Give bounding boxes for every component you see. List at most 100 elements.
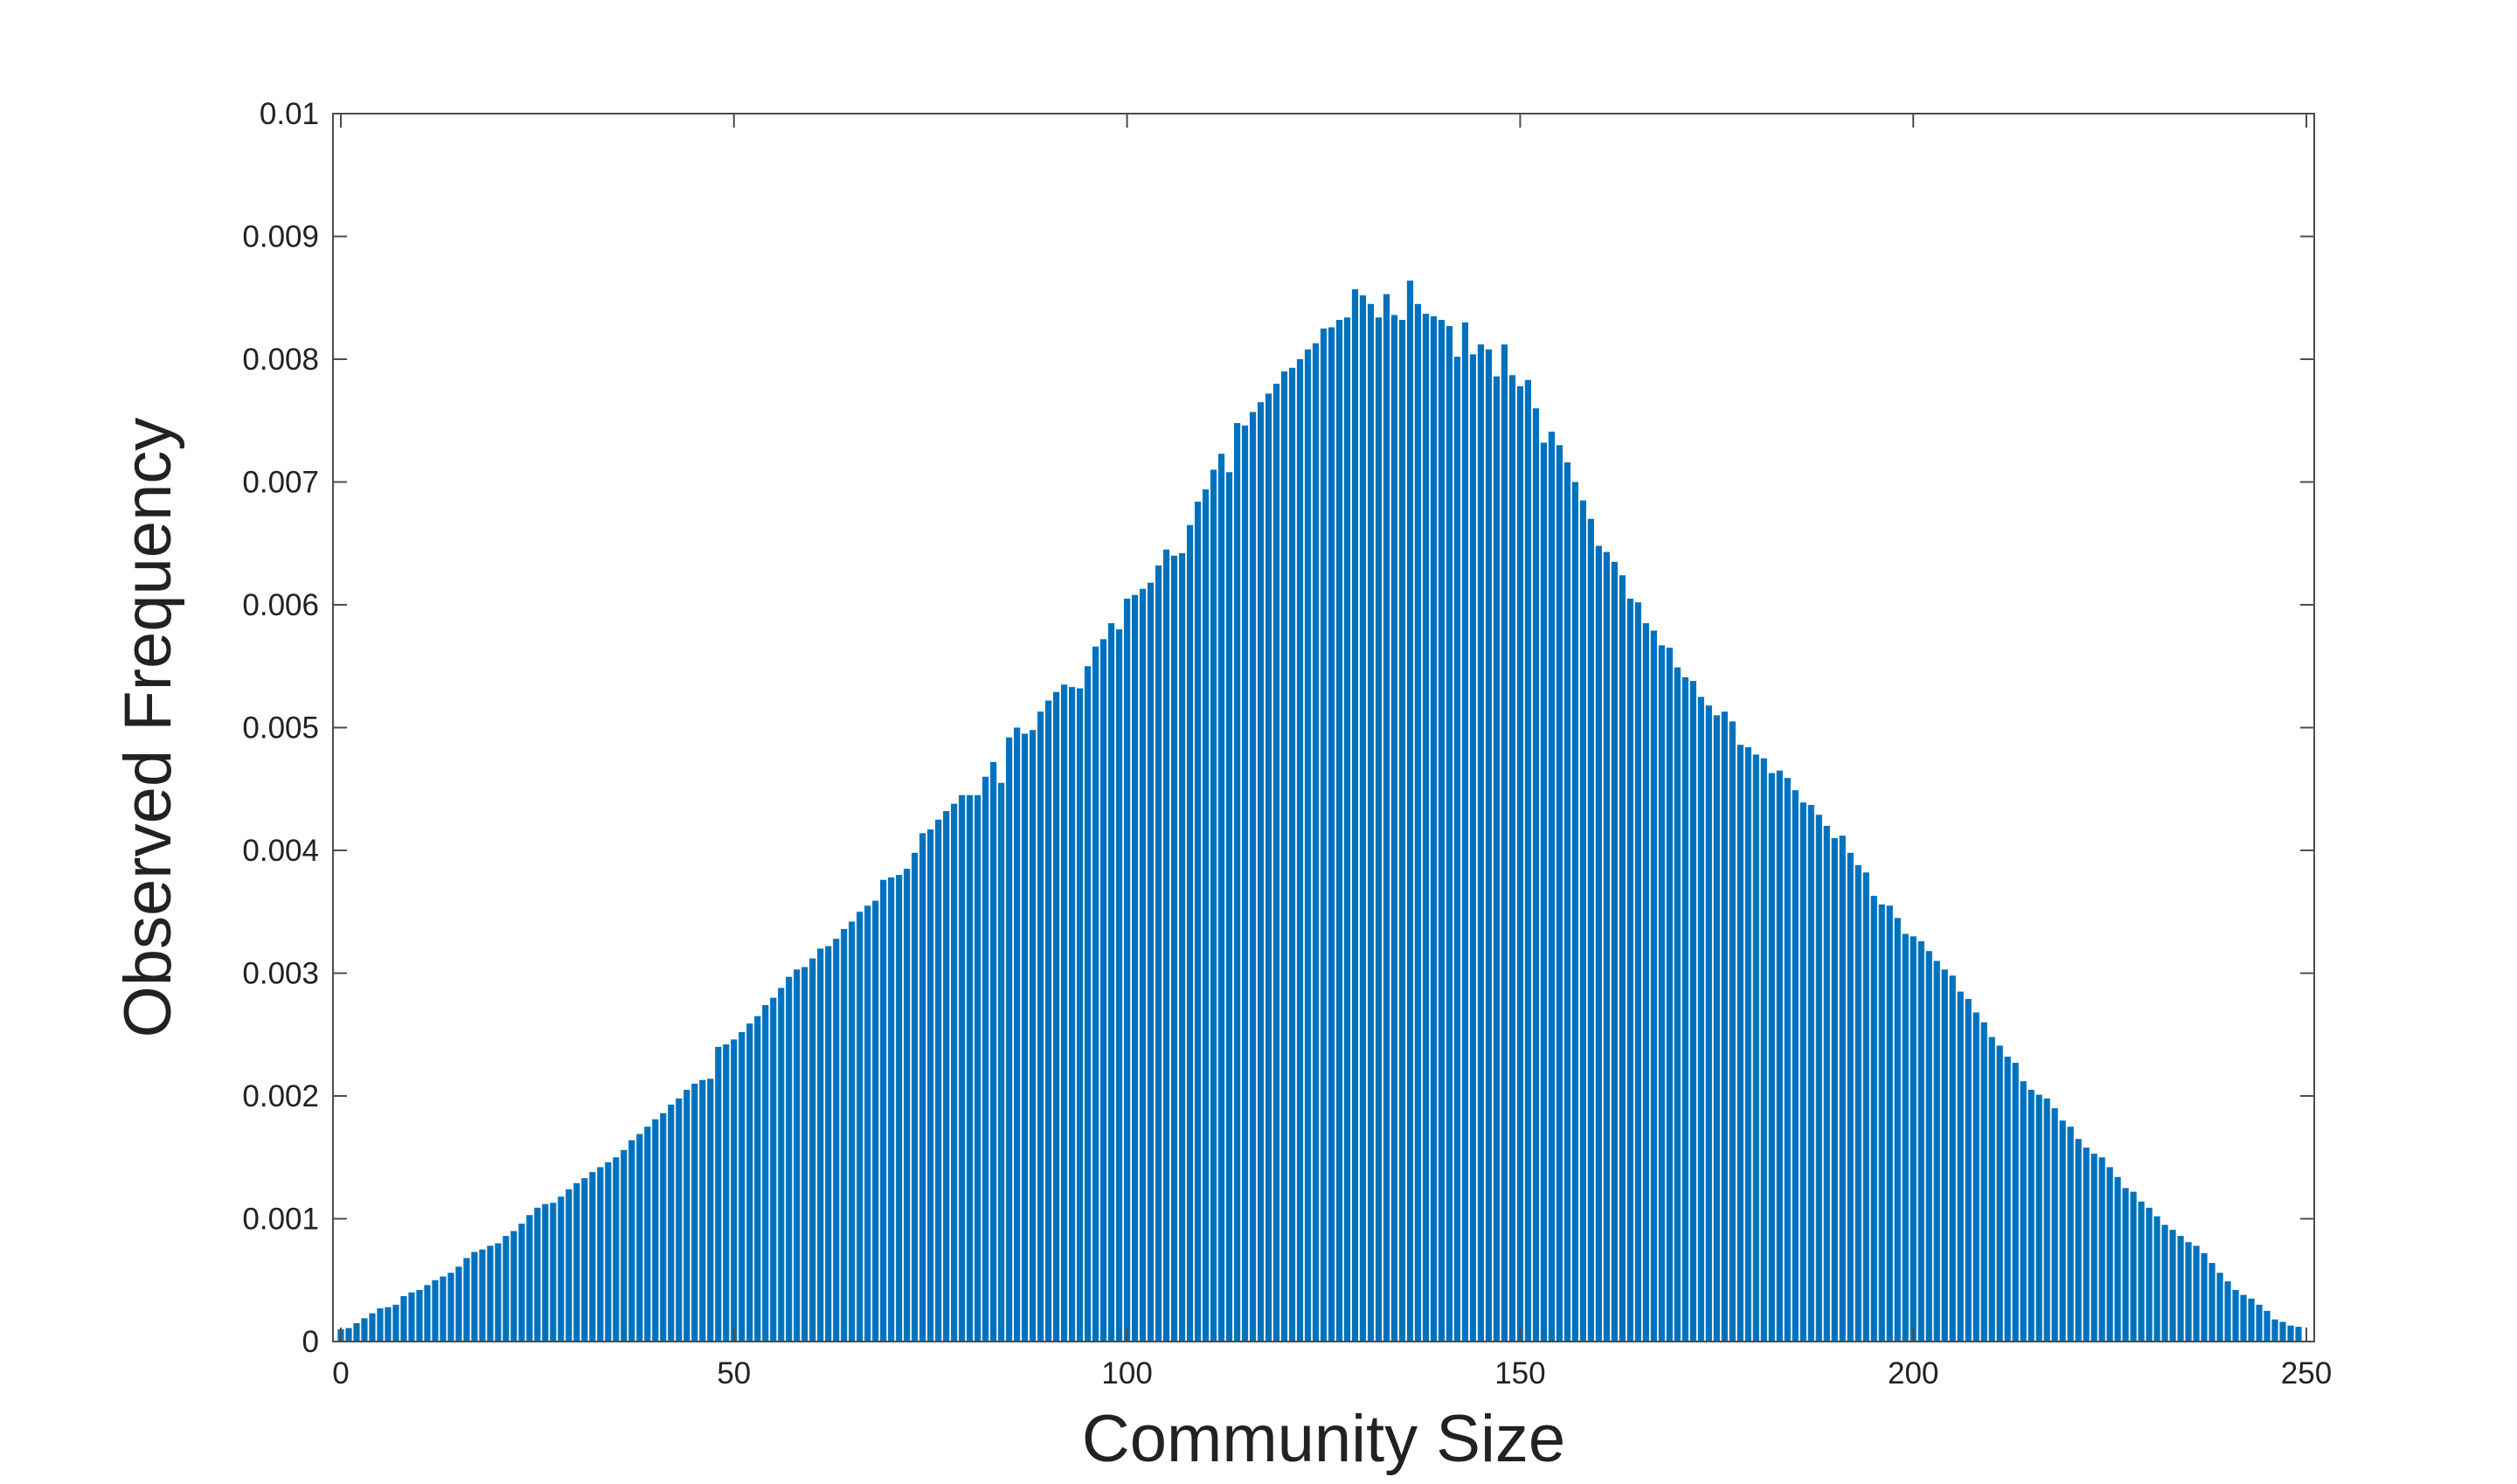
bar — [408, 1292, 415, 1342]
bar — [1398, 320, 1406, 1342]
bar — [1288, 367, 1296, 1342]
bar — [1556, 445, 1563, 1342]
bar — [1092, 646, 1099, 1342]
bar — [1776, 770, 1783, 1342]
bar — [1485, 349, 1493, 1342]
bar — [959, 794, 966, 1342]
bar — [943, 811, 950, 1342]
bar — [998, 782, 1005, 1342]
bar — [904, 869, 911, 1342]
bar — [1414, 303, 1422, 1342]
bar — [1461, 322, 1469, 1342]
bar — [652, 1119, 659, 1342]
bar — [1768, 773, 1775, 1342]
x-tick-label: 150 — [1494, 1356, 1545, 1390]
bar — [636, 1134, 643, 1342]
bar — [1988, 1037, 1995, 1342]
bar — [1587, 518, 1594, 1342]
y-axis-label: Observed Frequency — [111, 418, 185, 1038]
bar — [1320, 328, 1328, 1342]
bar — [605, 1162, 612, 1342]
bar — [919, 833, 926, 1342]
bar — [495, 1243, 502, 1342]
bar — [1304, 349, 1312, 1342]
bar — [754, 1016, 761, 1342]
bar — [1619, 575, 1626, 1342]
bar — [2028, 1089, 2035, 1342]
bar — [1681, 676, 1688, 1342]
bar — [1045, 700, 1052, 1342]
bar — [1328, 327, 1335, 1342]
bar — [613, 1157, 620, 1342]
bar — [1351, 288, 1359, 1342]
bar — [974, 794, 981, 1342]
bar — [1438, 320, 1446, 1342]
bar — [1626, 598, 1633, 1342]
bar — [1917, 940, 1924, 1342]
bar — [817, 948, 824, 1342]
bar — [2138, 1201, 2145, 1342]
bar — [707, 1078, 714, 1342]
bar — [1280, 371, 1288, 1342]
bar — [1792, 790, 1799, 1342]
bar — [1422, 314, 1430, 1342]
bar — [1721, 711, 1728, 1342]
bar — [1217, 454, 1225, 1342]
bar — [1548, 431, 1555, 1342]
bar — [1980, 1022, 1987, 1342]
bar — [1225, 472, 1233, 1342]
bar — [2043, 1098, 2050, 1342]
bar — [1949, 975, 1956, 1342]
bar — [1564, 462, 1571, 1342]
bar — [951, 803, 958, 1342]
bar — [872, 900, 879, 1342]
bar — [982, 776, 989, 1342]
bar — [2146, 1207, 2153, 1342]
bar — [1108, 623, 1115, 1342]
bar — [723, 1044, 730, 1342]
bar — [1579, 500, 1586, 1342]
bar — [1100, 639, 1107, 1342]
bar — [699, 1079, 706, 1342]
bar — [2059, 1120, 2066, 1342]
bar — [1124, 598, 1131, 1342]
bar — [573, 1182, 580, 1342]
x-tick-label: 50 — [717, 1356, 751, 1390]
bar — [432, 1279, 439, 1342]
bar — [1862, 872, 1869, 1342]
bar — [1807, 805, 1814, 1342]
bar — [1603, 551, 1610, 1342]
bar — [1941, 969, 1948, 1342]
y-tick-label: 0.002 — [242, 1079, 319, 1113]
bar — [503, 1236, 510, 1342]
bar — [353, 1322, 360, 1342]
bar — [1147, 582, 1154, 1342]
bar — [1713, 715, 1720, 1342]
bar — [2098, 1157, 2105, 1342]
bar — [1446, 326, 1453, 1342]
bar — [628, 1140, 635, 1342]
bar — [2075, 1139, 2082, 1342]
bar — [1910, 936, 1917, 1342]
bar — [731, 1039, 738, 1342]
y-tick-label: 0.006 — [242, 588, 319, 622]
bar — [691, 1083, 698, 1342]
bar — [1022, 733, 1029, 1342]
bar — [534, 1207, 541, 1342]
bar — [2004, 1057, 2011, 1342]
bar — [581, 1178, 588, 1342]
bar — [1178, 552, 1186, 1342]
bar — [542, 1203, 549, 1342]
bar — [1933, 960, 1940, 1342]
bar — [2020, 1081, 2027, 1342]
bar — [2161, 1224, 2168, 1342]
bar — [597, 1167, 604, 1342]
bar — [1658, 645, 1665, 1342]
bar — [2264, 1310, 2271, 1342]
x-tick-label: 100 — [1101, 1356, 1152, 1390]
bar — [1815, 815, 1822, 1342]
y-tick-label: 0.001 — [242, 1203, 319, 1237]
bar — [990, 761, 997, 1342]
bar — [1886, 905, 1893, 1342]
